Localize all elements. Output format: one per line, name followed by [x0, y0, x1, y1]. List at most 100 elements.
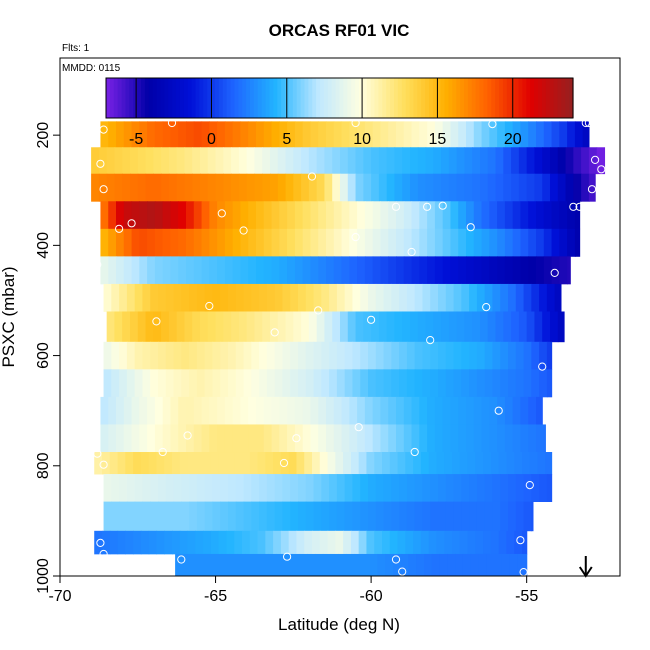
heatmap-cell	[554, 283, 562, 312]
heatmap-cell	[154, 201, 164, 230]
heatmap-cell	[508, 369, 517, 398]
heatmap-cell	[368, 341, 377, 370]
heatmap-cell	[352, 369, 361, 398]
heatmap-cell	[512, 121, 522, 148]
heatmap-cell	[178, 228, 187, 257]
heatmap-cell	[383, 369, 392, 398]
heatmap-cell	[434, 424, 444, 453]
heatmap-cell	[259, 369, 268, 398]
heatmap-cell	[257, 530, 266, 555]
heatmap-cell	[484, 369, 494, 398]
heatmap-cell	[252, 553, 262, 577]
heatmap-cell	[514, 452, 523, 475]
heatmap-cell	[201, 424, 210, 453]
heatmap-cell	[464, 173, 473, 202]
heatmap-cell	[329, 283, 338, 312]
heatmap-cell	[200, 173, 209, 202]
heatmap-cell	[329, 501, 338, 532]
colorbar-segment	[269, 78, 274, 118]
heatmap-cell	[165, 501, 175, 532]
heatmap-cell	[223, 147, 232, 175]
heatmap-cell	[224, 396, 234, 425]
heatmap-cell	[204, 474, 214, 502]
heatmap-cell	[126, 341, 136, 370]
heatmap-cell	[522, 452, 531, 475]
heatmap-cell	[186, 201, 195, 230]
data-point	[177, 555, 186, 564]
heatmap-cell	[108, 121, 117, 148]
heatmap-cell	[176, 173, 186, 202]
heatmap-cell	[156, 452, 165, 475]
heatmap-cell	[386, 173, 396, 202]
heatmap-cell	[403, 256, 413, 285]
colorbar-segment	[440, 78, 446, 118]
heatmap-cell	[543, 228, 553, 257]
heatmap-cell	[154, 121, 164, 148]
heatmap-cell	[170, 256, 179, 285]
heatmap-cell	[131, 396, 140, 425]
heatmap-cell	[357, 256, 366, 285]
heatmap-cell	[123, 396, 133, 425]
heatmap-cell	[302, 121, 312, 148]
heatmap-cell	[332, 173, 341, 202]
heatmap-cell	[422, 341, 431, 370]
heatmap-cell	[466, 121, 475, 148]
heatmap-cell	[123, 256, 133, 285]
heatmap-cell	[130, 147, 139, 175]
heatmap-cell	[448, 311, 458, 343]
heatmap-cell	[161, 311, 170, 343]
colorbar-segment	[355, 78, 360, 118]
x-tick-label: -60	[360, 588, 383, 605]
heatmap-cell	[489, 228, 498, 257]
point-layer	[93, 118, 606, 577]
heatmap-cell	[116, 396, 125, 425]
heatmap-cell	[220, 501, 229, 532]
heatmap-cell	[201, 396, 210, 425]
heatmap-cell	[235, 501, 245, 532]
heatmap-cell	[298, 283, 307, 312]
data-point	[99, 549, 108, 559]
heatmap-cell	[302, 256, 312, 285]
heatmap-cell	[394, 173, 403, 202]
data-point	[205, 301, 214, 311]
heatmap-cell	[375, 283, 385, 312]
colorbar-segment	[417, 78, 422, 118]
heatmap-cell	[187, 530, 196, 555]
heatmap-cell	[344, 501, 354, 532]
heatmap-cell	[238, 147, 248, 175]
heatmap-cell	[193, 228, 203, 257]
heatmap-cell	[364, 396, 374, 425]
heatmap-cell	[347, 173, 357, 202]
heatmap-cell	[480, 311, 489, 343]
heatmap-cell	[173, 474, 182, 502]
heatmap-cell	[515, 369, 525, 398]
heatmap-cell	[357, 396, 366, 425]
colorbar-segment	[308, 78, 313, 118]
heatmap-cell	[201, 121, 210, 148]
heatmap-cell	[388, 396, 397, 425]
colorbar-segment	[545, 78, 551, 118]
colorbar-segment	[230, 78, 236, 118]
heatmap-cell	[318, 424, 327, 453]
heatmap-cell	[313, 369, 322, 398]
heatmap-cell	[458, 121, 467, 148]
heatmap-cell	[181, 283, 190, 312]
heatmap-cell	[329, 474, 338, 502]
heatmap-cell	[106, 173, 116, 202]
heatmap-cell	[282, 341, 291, 370]
heatmap-cell	[329, 341, 338, 370]
heatmap-cell	[375, 369, 385, 398]
heatmap-cell	[473, 228, 483, 257]
heatmap-cell	[326, 256, 335, 285]
heatmap-cell	[271, 228, 280, 257]
heatmap-cell	[436, 530, 445, 555]
colorbar-segment	[261, 78, 267, 118]
heatmap-cell	[94, 530, 103, 555]
heatmap-cell	[344, 283, 354, 312]
heatmap-cell	[204, 501, 214, 532]
heatmap-cell	[518, 147, 528, 175]
heatmap-cell	[161, 173, 170, 202]
heatmap-cell	[349, 201, 358, 230]
heatmap-cell	[445, 501, 455, 532]
colorbar-segment	[164, 78, 169, 118]
